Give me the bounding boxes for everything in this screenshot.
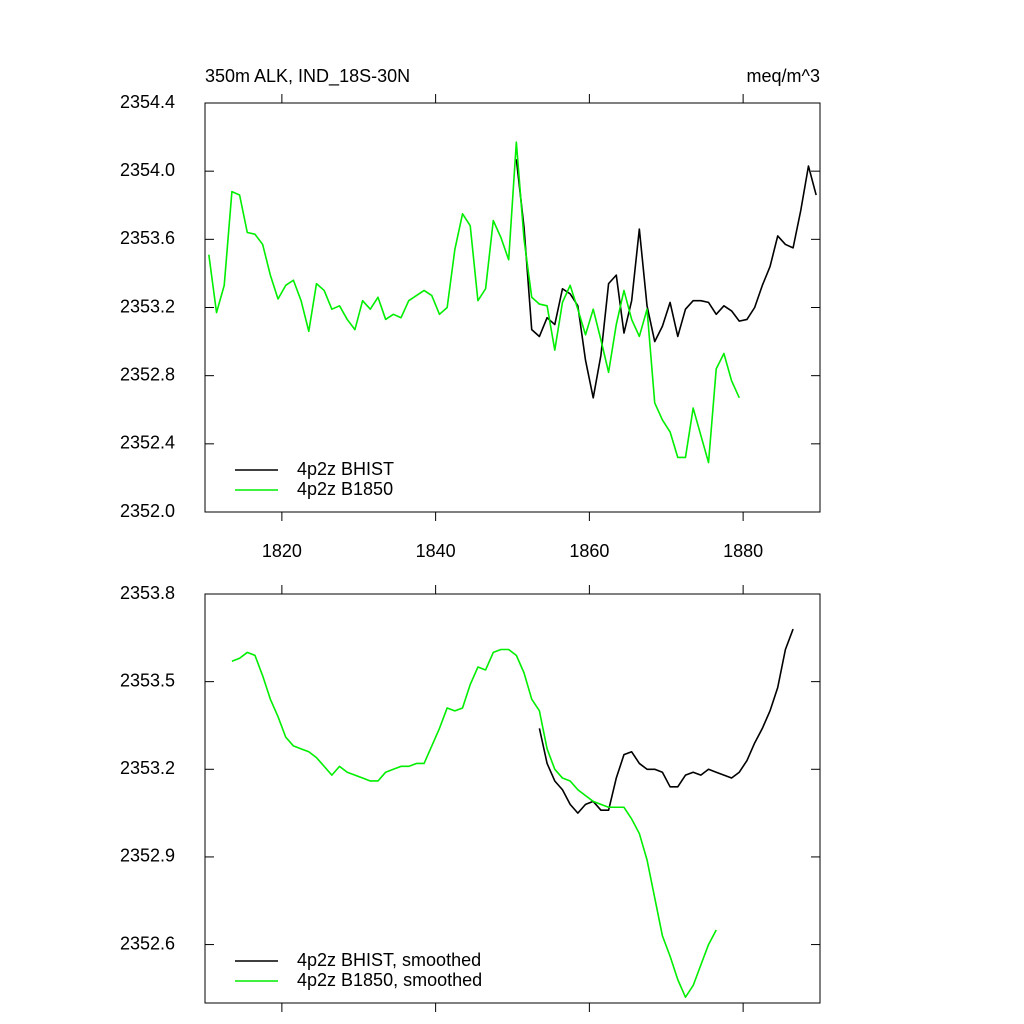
legend-label: 4p2z B1850 [297,479,393,499]
x-tick-label: 1820 [262,541,302,561]
legend-label: 4p2z B1850, smoothed [297,970,482,990]
y-tick-label: 2352.9 [120,846,175,866]
y-tick-label: 2352.8 [120,364,175,384]
legend-label: 4p2z BHIST [297,459,394,479]
y-tick-label: 2353.6 [120,228,175,248]
y-tick-label: 2354.0 [120,160,175,180]
y-tick-label: 2353.8 [120,583,175,603]
y-tick-label: 2353.2 [120,296,175,316]
x-tick-label: 1880 [723,541,763,561]
y-tick-label: 2354.4 [120,92,175,112]
data-line [208,141,741,464]
units-label: meq/m^3 [747,66,820,86]
x-tick-label: 1860 [569,541,609,561]
y-tick-label: 2352.0 [120,501,175,521]
plot-frame [204,593,821,1004]
y-tick-label: 2352.4 [120,433,175,453]
y-tick-label: 2352.6 [120,933,175,953]
chart-title: 350m ALK, IND_18S-30N [205,66,410,87]
data-line [515,159,817,399]
x-tick-label: 1840 [416,541,456,561]
data-line [538,628,794,814]
legend-label: 4p2z BHIST, smoothed [297,950,481,970]
y-tick-label: 2353.2 [120,758,175,778]
data-line [231,648,717,998]
y-tick-label: 2353.5 [120,670,175,690]
